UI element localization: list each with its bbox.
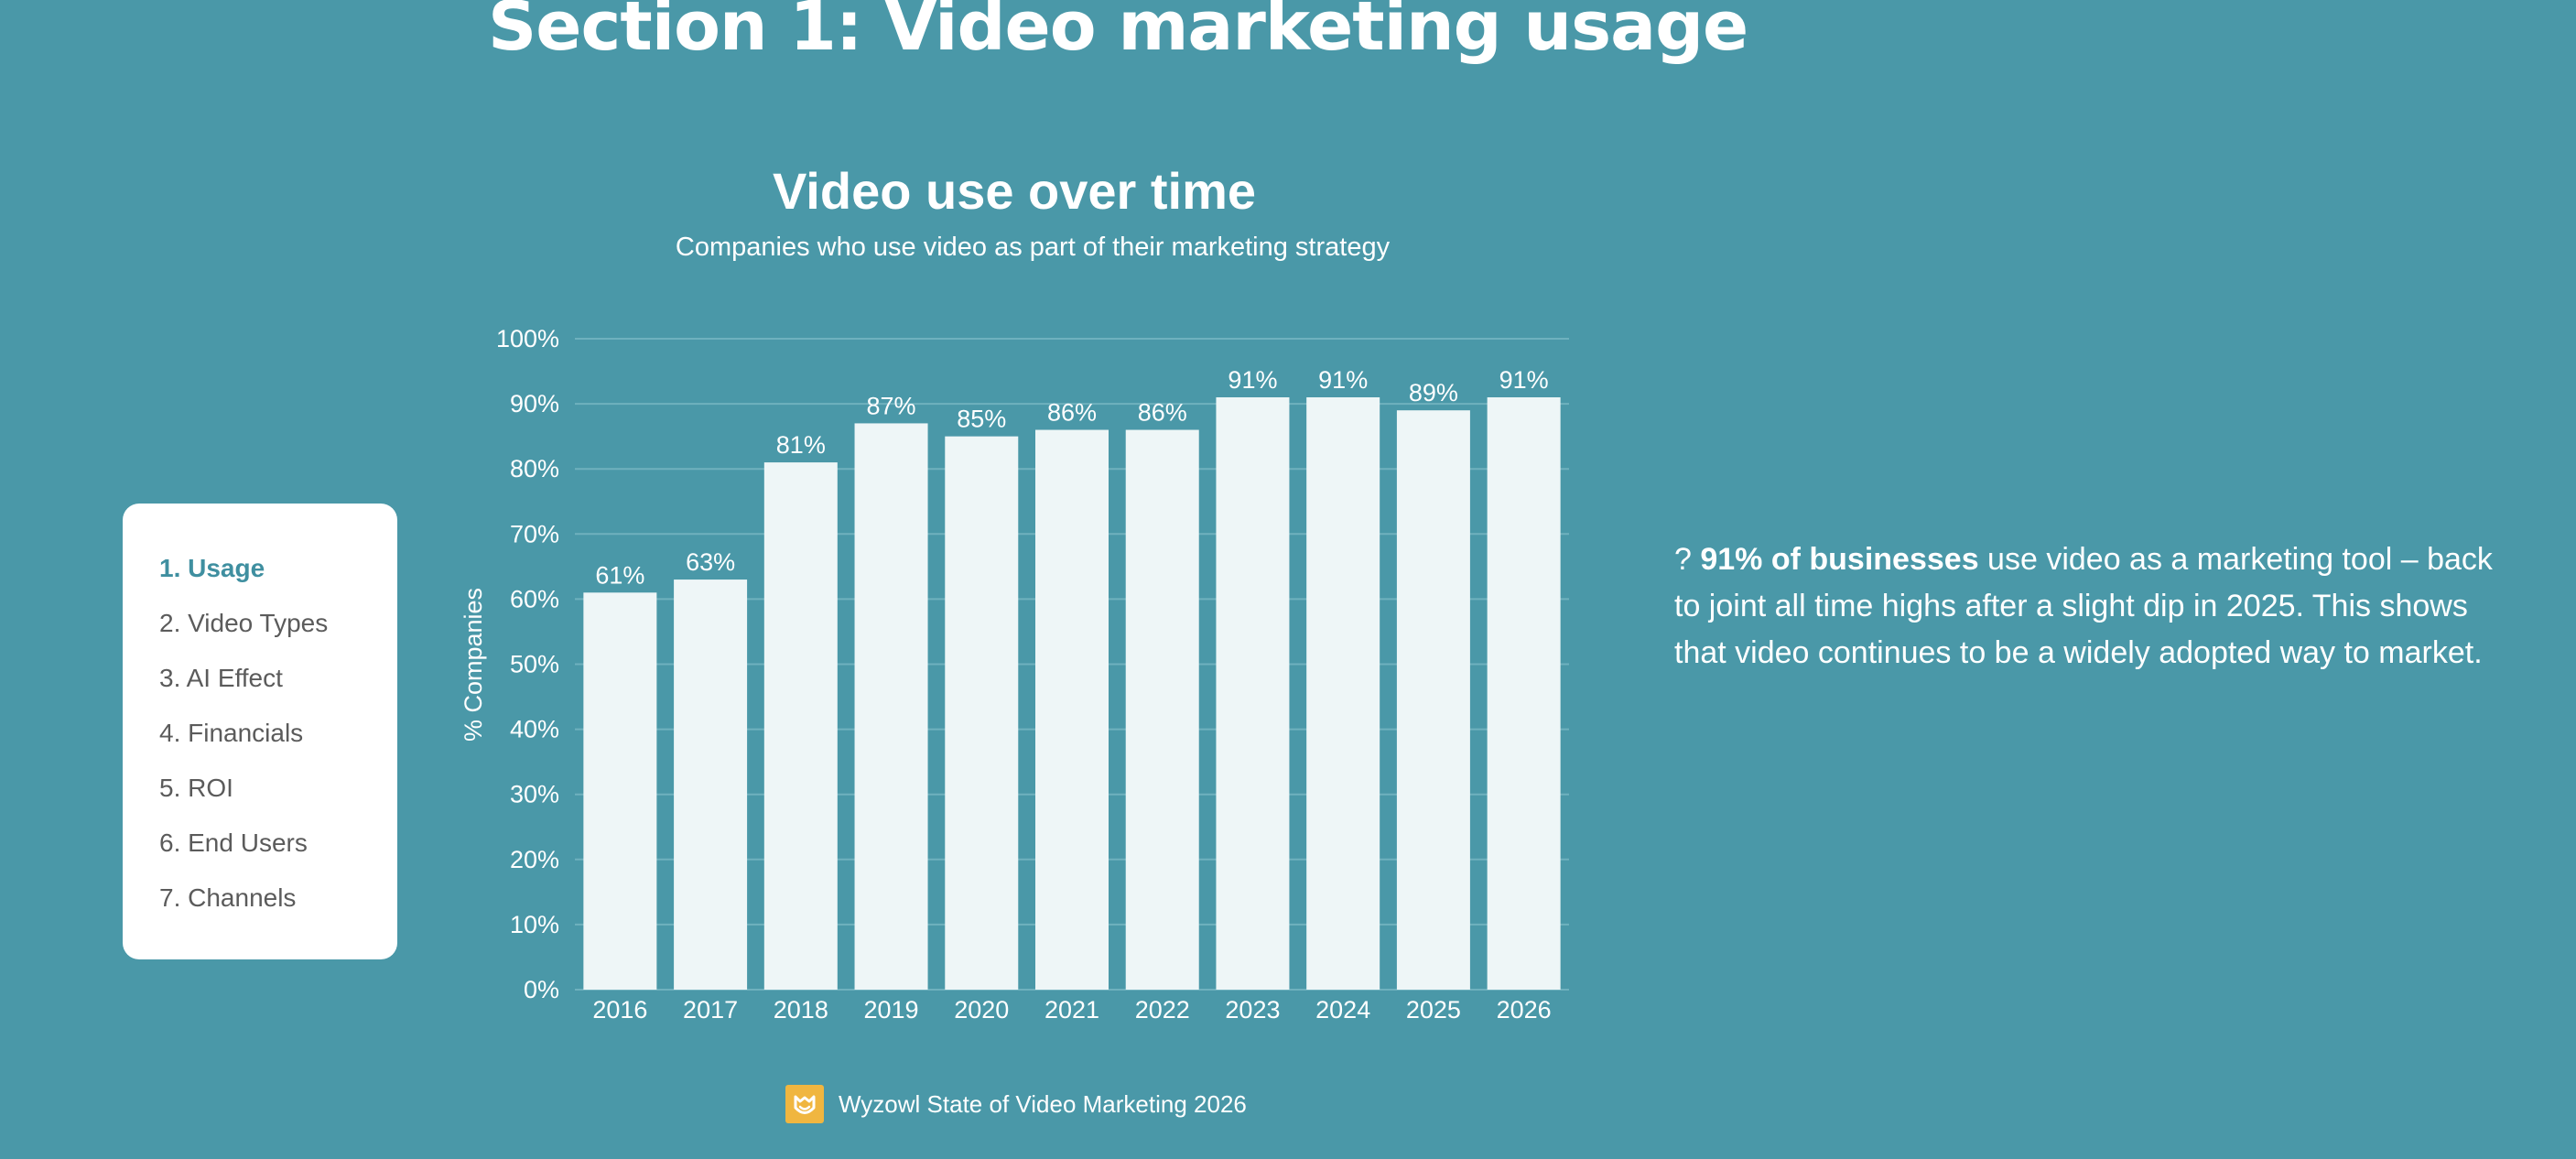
y-tick-label: 60% bbox=[510, 585, 559, 612]
x-tick-label: 2017 bbox=[683, 996, 738, 1024]
x-tick-label: 2025 bbox=[1406, 996, 1461, 1024]
bar-value-label: 86% bbox=[1138, 399, 1187, 427]
y-tick-label: 100% bbox=[496, 325, 559, 352]
bar bbox=[1216, 396, 1290, 990]
nav-item-video-types[interactable]: 2. Video Types bbox=[159, 609, 329, 637]
bar bbox=[674, 580, 748, 990]
insight-body: use video as a marketing tool – back to … bbox=[1674, 542, 2493, 670]
x-tick-label: 2026 bbox=[1497, 996, 1552, 1024]
section-title: Section 1: Video marketing usage bbox=[488, 0, 1748, 66]
y-tick-label: 0% bbox=[524, 976, 559, 1003]
source-label: Wyzowl State of Video Marketing 2026 bbox=[839, 1089, 1247, 1118]
x-tick-label: 2023 bbox=[1225, 996, 1280, 1024]
nav-item-roi[interactable]: 5. ROI bbox=[159, 774, 233, 802]
bar-value-label: 61% bbox=[595, 561, 644, 589]
x-tick-label: 2016 bbox=[592, 996, 647, 1024]
wyzowl-owl-logo-icon bbox=[785, 1085, 824, 1123]
x-tick-label: 2018 bbox=[774, 996, 828, 1024]
bar-value-label: 85% bbox=[957, 406, 1006, 433]
bar bbox=[583, 592, 657, 990]
section-nav: 1. Usage 2. Video Types 3. AI Effect 4. Fin… bbox=[123, 504, 397, 959]
x-tick-label: 2020 bbox=[954, 996, 1009, 1024]
x-tick-label: 2019 bbox=[864, 996, 919, 1024]
y-tick-label: 90% bbox=[510, 390, 559, 417]
chart-subtitle: Companies who use video as part of their… bbox=[675, 233, 1391, 262]
x-tick-label: 2022 bbox=[1135, 996, 1190, 1024]
y-tick-label: 70% bbox=[510, 520, 559, 547]
bar-value-label: 91% bbox=[1318, 366, 1368, 394]
insight-highlight: 91% of businesses bbox=[1700, 542, 1979, 577]
bar-value-label: 87% bbox=[867, 392, 916, 419]
insight-prefix: ? bbox=[1674, 542, 1701, 577]
insight-text: ? 91% of businesses use video as a marke… bbox=[1674, 536, 2498, 677]
bar-value-label: 89% bbox=[1409, 379, 1458, 406]
nav-item-end-users[interactable]: 6. End Users bbox=[159, 829, 308, 857]
nav-item-channels[interactable]: 7. Channels bbox=[159, 883, 297, 912]
bar-value-label: 91% bbox=[1499, 366, 1549, 394]
nav-item-ai-effect[interactable]: 3. AI Effect bbox=[159, 664, 283, 692]
bar bbox=[854, 423, 928, 990]
y-tick-label: 10% bbox=[510, 911, 559, 938]
source-credit: Wyzowl State of Video Marketing 2026 bbox=[785, 1084, 1247, 1124]
bar-value-label: 63% bbox=[686, 548, 735, 576]
y-tick-label: 50% bbox=[510, 651, 559, 678]
bar-value-label: 86% bbox=[1047, 399, 1097, 427]
bar-value-label: 91% bbox=[1228, 366, 1277, 394]
bar bbox=[1035, 429, 1109, 990]
bar-value-label: 81% bbox=[776, 431, 826, 459]
nav-item-usage[interactable]: 1. Usage bbox=[159, 554, 265, 582]
bar bbox=[945, 436, 1019, 990]
x-tick-label: 2024 bbox=[1315, 996, 1370, 1024]
nav-item-financials[interactable]: 4. Financials bbox=[159, 719, 304, 747]
x-tick-label: 2021 bbox=[1044, 996, 1099, 1024]
bar bbox=[1487, 396, 1561, 990]
y-tick-label: 30% bbox=[510, 781, 559, 808]
bar bbox=[763, 462, 838, 991]
bar bbox=[1306, 396, 1380, 990]
y-tick-label: 20% bbox=[510, 846, 559, 873]
chart-title: Video use over time bbox=[772, 162, 1257, 220]
y-tick-label: 80% bbox=[510, 455, 559, 482]
bar bbox=[1396, 410, 1470, 991]
bar bbox=[1125, 429, 1199, 990]
y-tick-label: 40% bbox=[510, 716, 559, 743]
y-axis-label: % Companies bbox=[460, 588, 487, 742]
